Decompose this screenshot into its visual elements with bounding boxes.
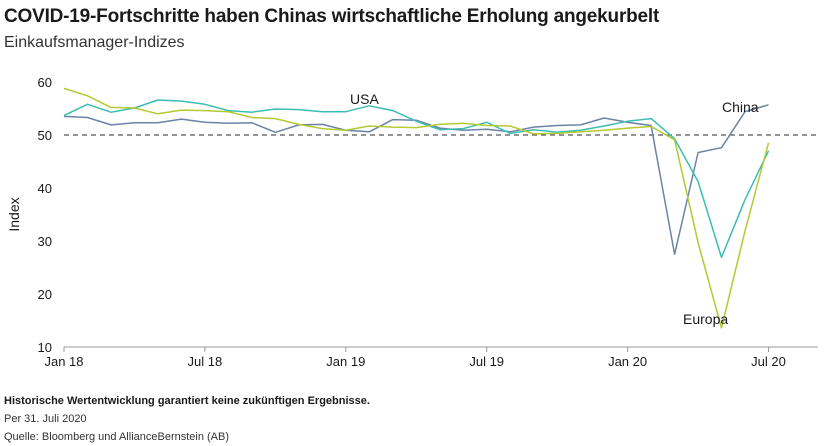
series-label-china: China bbox=[722, 99, 759, 115]
y-tick-label: 20 bbox=[38, 287, 52, 302]
y-axis-ticks: 10 20 30 40 50 60 bbox=[38, 75, 52, 355]
y-tick-label: 10 bbox=[38, 340, 52, 355]
x-tick-label: Jul 20 bbox=[751, 354, 786, 369]
x-tick-label: Jan 20 bbox=[608, 354, 647, 369]
y-axis-label: Index bbox=[6, 197, 22, 231]
series-line-europa bbox=[63, 87, 770, 329]
x-tick-label: Jan 19 bbox=[326, 354, 365, 369]
disclaimer-note: Historische Wertentwicklung garantiert k… bbox=[4, 395, 370, 407]
x-axis-ticks: Jan 18 Jul 18 Jan 19 Jul 19 Jan 20 Jul 20 bbox=[44, 347, 786, 369]
series-line-china bbox=[63, 104, 769, 256]
y-tick-label: 40 bbox=[38, 181, 52, 196]
series-line-usa bbox=[63, 99, 770, 259]
x-tick-label: Jul 18 bbox=[188, 354, 223, 369]
series-label-usa: USA bbox=[350, 91, 379, 107]
as-of-date: Per 31. Juli 2020 bbox=[4, 413, 87, 425]
y-tick-label: 60 bbox=[38, 75, 52, 90]
y-tick-label: 30 bbox=[38, 234, 52, 249]
y-tick-label: 50 bbox=[38, 128, 52, 143]
chart-subtitle: Einkaufsmanager-Indizes bbox=[4, 34, 185, 51]
series-label-europa: Europa bbox=[683, 311, 728, 327]
chart-title: COVID-19-Fortschritte haben Chinas wirts… bbox=[4, 6, 660, 27]
series-lines bbox=[63, 87, 770, 329]
x-tick-label: Jan 18 bbox=[44, 354, 83, 369]
source-note: Quelle: Bloomberg und AllianceBernstein … bbox=[4, 431, 230, 443]
x-tick-label: Jul 19 bbox=[469, 354, 504, 369]
